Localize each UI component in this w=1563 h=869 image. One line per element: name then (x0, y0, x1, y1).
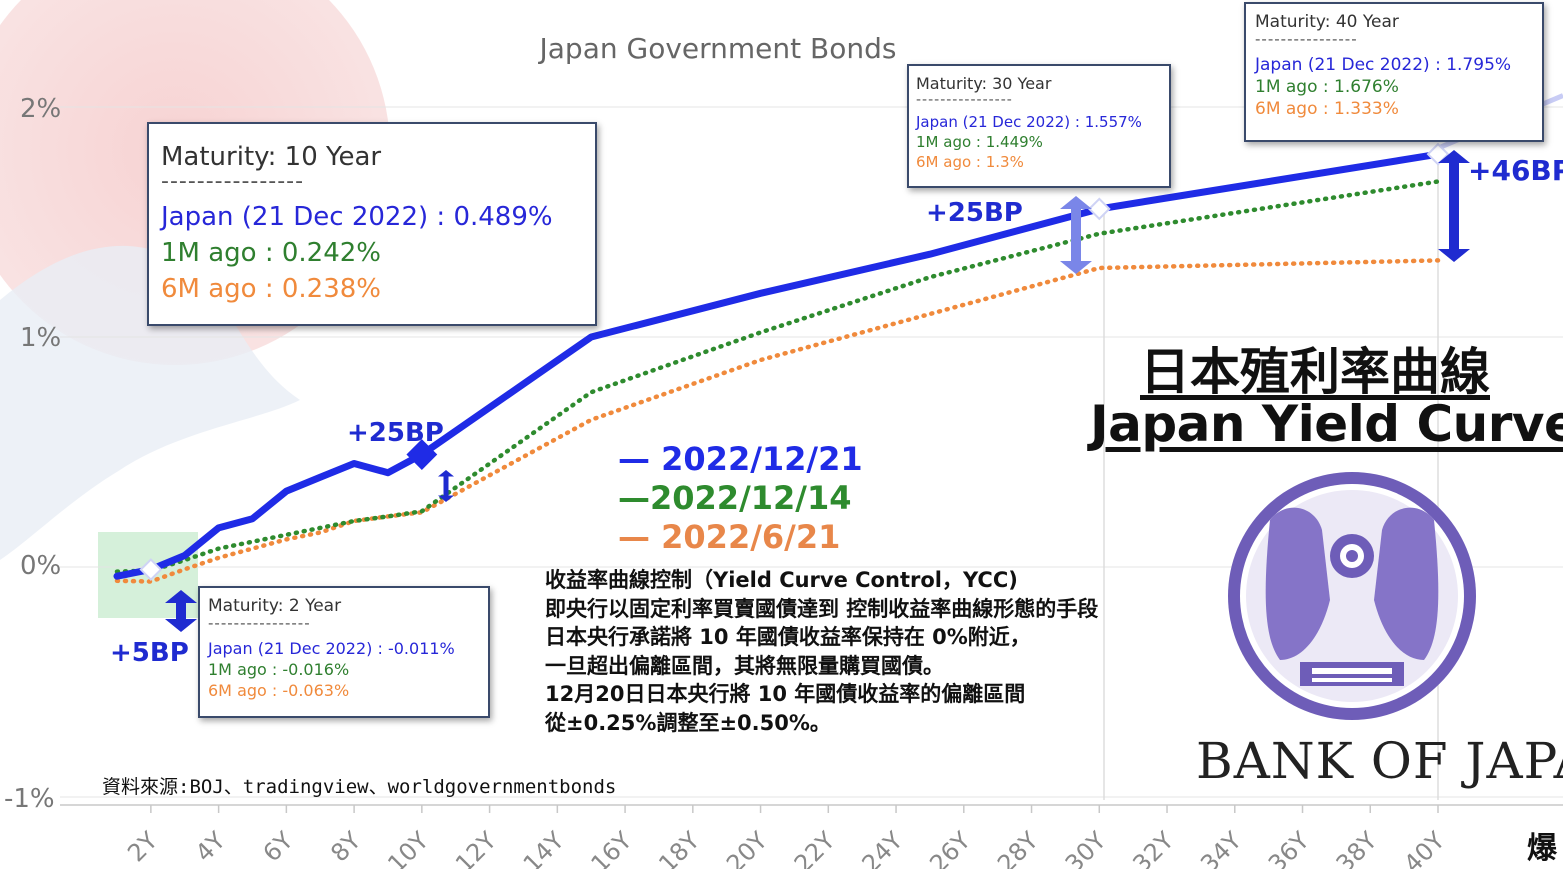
y-tick-label: -1% (4, 784, 55, 814)
title-english: Japan Yield Curve (1090, 395, 1563, 453)
tooltip-2-year: Maturity: 2 Year ---------------- Japan … (198, 586, 490, 718)
tooltip-title: Maturity: 2 Year (208, 596, 342, 616)
boj-seal (1228, 472, 1476, 720)
note-line: 收益率曲線控制（Yield Curve Control，YCC) (545, 568, 1018, 592)
bp-arrow-40y-head-up (1438, 150, 1470, 163)
x-tick-label: 40Y (1398, 826, 1450, 869)
bp-label-2y: +5BP (110, 638, 189, 668)
bp-arrow-30y-head-down (1060, 261, 1092, 274)
x-tick-label: 18Y (653, 826, 705, 869)
tooltip-line-1m: 1M ago : 1.449% (916, 133, 1043, 151)
bp-label-40y: +46BP (1468, 154, 1563, 187)
note-line: 即央行以固定利率買賣國債達到 控制收益率曲線形態的手段 (545, 596, 1099, 621)
bp-arrow-40y-shaft (1449, 162, 1459, 250)
ycc-note: 收益率曲線控制（Yield Curve Control，YCC) 即央行以固定利… (545, 566, 1098, 737)
tooltip-line-current: Japan (21 Dec 2022) : -0.011% (208, 639, 455, 658)
tooltip-title: Maturity: 40 Year (1255, 12, 1399, 32)
series-line-2022-6-21 (114, 258, 1441, 584)
x-tick-label: 22Y (789, 826, 841, 869)
legend-item-2022-6-21: — 2022/6/21 (618, 518, 841, 556)
hover-markers (139, 142, 1450, 581)
bp-arrow-40y (1438, 150, 1470, 262)
bp-arrow-2y (165, 590, 197, 632)
x-tick-label: 8Y (325, 826, 366, 867)
tooltip-line-current: Japan (21 Dec 2022) : 0.489% (161, 202, 553, 232)
bp-arrows (165, 150, 1470, 632)
x-tick-label: 28Y (992, 826, 1044, 869)
note-line: 日本央行承諾將 10 年國債收益率保持在 0%附近， (545, 625, 1031, 649)
x-tick-label: 16Y (586, 826, 638, 869)
legend: — 2022/12/21 —2022/12/14 — 2022/6/21 (618, 440, 863, 557)
bp-label-10y: +25BP (347, 418, 444, 448)
bank-of-japan-text: BANK OF JAPAN (1196, 732, 1563, 790)
x-tick-label: 32Y (1128, 826, 1180, 869)
y-tick-label: 0% (20, 551, 61, 581)
tooltip-line-1m: 1M ago : 1.676% (1255, 77, 1399, 97)
x-tick-label: 24Y (857, 826, 909, 869)
x-tick-label: 6Y (258, 826, 299, 867)
tooltip-10-year: Maturity: 10 Year ---------------- Japan… (147, 122, 597, 326)
bp-arrow-2y-head-up (165, 590, 197, 603)
tooltip-title: Maturity: 10 Year (161, 142, 382, 172)
note-line: 從±0.25%調整至±0.50%。 (545, 710, 831, 735)
legend-item-2022-12-21: — 2022/12/21 (618, 440, 863, 478)
tooltip-30-year: Maturity: 30 Year ---------------- Japan… (907, 64, 1171, 188)
tooltip-line-6m: 6M ago : 0.238% (161, 274, 382, 304)
tooltip-divider: ---------------- (916, 92, 1013, 108)
marker-10y (406, 439, 438, 470)
x-tick-label: 14Y (518, 826, 570, 869)
tooltip-divider: ---------------- (161, 169, 305, 194)
x-tick-label: 38Y (1331, 826, 1383, 869)
legend-item-2022-12-14: —2022/12/14 (618, 479, 852, 517)
bp-arrow-10y-head-down (438, 495, 454, 502)
tooltip-line-6m: 6M ago : 1.3% (916, 153, 1024, 171)
y-tick-label: 1% (20, 323, 61, 353)
bp-arrow-2y-head-down (165, 619, 197, 632)
marker-30y (1087, 197, 1111, 221)
title-chinese: 日本殖利率曲線 (1140, 343, 1490, 401)
x-tick-label: 26Y (924, 826, 976, 869)
tooltip-line-current: Japan (21 Dec 2022) : 1.795% (1255, 55, 1512, 75)
bp-arrow-30y-head-up (1060, 196, 1092, 209)
tooltip-40-year: Maturity: 40 Year ---------------- Japan… (1244, 2, 1544, 142)
tooltip-line-6m: 6M ago : 1.333% (1255, 99, 1399, 119)
tooltip-line-1m: 1M ago : -0.016% (208, 660, 350, 679)
data-source: 資料來源:BOJ、tradingview、worldgovernmentbond… (102, 776, 617, 798)
y-tick-label: 2% (20, 94, 61, 124)
bp-arrow-40y-head-down (1438, 249, 1470, 262)
tooltip-line-6m: 6M ago : -0.063% (208, 681, 350, 700)
note-line: 一旦超出偏離區間，其將無限量購買國債。 (545, 653, 944, 678)
x-tick-label: 10Y (382, 826, 434, 869)
bp-arrow-2y-shaft (176, 602, 186, 620)
x-tick-label: 12Y (450, 826, 502, 869)
chart-title: Japan Government Bonds (538, 32, 897, 65)
tooltip-divider: ---------------- (1255, 30, 1358, 48)
series-line-2022-12-21 (113, 150, 1442, 580)
marker-2y (139, 558, 163, 581)
tooltip-line-1m: 1M ago : 0.242% (161, 238, 382, 268)
bp-label-30y: +25BP (926, 198, 1023, 228)
x-tick-label: 36Y (1263, 826, 1315, 869)
x-tick-label: 20Y (721, 826, 773, 869)
tooltip-line-current: Japan (21 Dec 2022) : 1.557% (916, 113, 1142, 131)
x-tick-label: 34Y (1195, 826, 1247, 869)
x-tick-label: 4Y (190, 826, 231, 867)
bp-arrow-10y-shaft (443, 475, 449, 497)
brand-logo: 爆 (1527, 831, 1557, 866)
bp-arrow-30y (1060, 196, 1092, 274)
bp-arrow-10y-head-up (438, 470, 454, 477)
note-line: 12月20日日本央行將 10 年國債收益率的偏離區間 (545, 682, 1026, 706)
bp-arrow-10y (438, 470, 454, 502)
tooltip-title: Maturity: 30 Year (916, 74, 1052, 93)
x-tick-label: 30Y (1060, 826, 1112, 869)
series-line-2022-12-14 (114, 179, 1441, 574)
bp-arrow-30y-shaft (1071, 208, 1081, 262)
x-tick-label: 2Y (122, 826, 163, 867)
tooltip-divider: ---------------- (208, 614, 311, 632)
